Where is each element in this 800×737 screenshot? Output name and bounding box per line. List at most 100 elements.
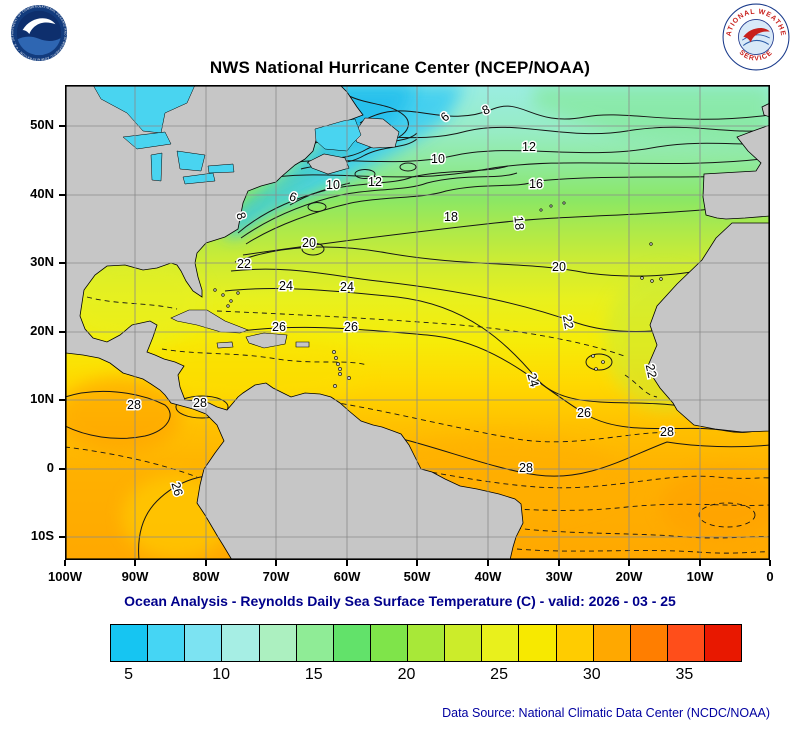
latitude-axis: 50N 40N 30N 20N 10N 0 10S (0, 85, 65, 560)
island-hispaniola (245, 332, 288, 349)
colorbar-segment (111, 625, 149, 661)
contour-label: 16 (529, 177, 543, 191)
island-nova-scotia (307, 153, 350, 175)
colorbar-segment (259, 625, 297, 661)
colorbar-segment (519, 625, 557, 661)
contour-label: 10 (431, 152, 445, 166)
land-masses (65, 85, 770, 560)
colorbar-tick-label: 30 (582, 666, 601, 683)
lon-tick-mark (558, 560, 560, 566)
noaa-emblem (16, 10, 62, 56)
colorbar-segment (482, 625, 520, 661)
lat-tick-mark (59, 468, 65, 470)
colorbar-segment (705, 625, 742, 661)
noaa-gull-icon (22, 18, 56, 34)
contour-label: 22 (237, 257, 251, 271)
contour-label: 12 (368, 175, 382, 189)
island-jamaica (216, 341, 234, 349)
contour-label: 22 (643, 363, 660, 380)
colorbar-segment (370, 625, 408, 661)
nws-globe (738, 19, 774, 55)
island-puerto-rico (295, 341, 310, 348)
colorbar-tick-label: 15 (304, 666, 323, 683)
lat-tick-mark (59, 331, 65, 333)
grid-lines (65, 85, 770, 560)
lat-tick-label: 0 (46, 460, 54, 475)
lon-tick-label: 100W (48, 569, 82, 584)
colorbar-segment (148, 625, 186, 661)
colorbar-segment (593, 625, 631, 661)
contour-label: 20 (552, 260, 566, 274)
lon-tick-mark (416, 560, 418, 566)
island-cuba (170, 309, 249, 334)
land-iberia-france (702, 124, 770, 220)
contour-label: 22 (560, 314, 576, 330)
lon-tick-mark (699, 560, 701, 566)
page-title: NWS National Hurricane Center (NCEP/NOAA… (209, 58, 591, 77)
lon-tick-label: 10W (686, 569, 714, 584)
lon-tick-mark (134, 560, 136, 566)
contour-label: 18 (511, 215, 526, 230)
lat-tick-label: 40N (30, 186, 54, 201)
colorbar-segment (556, 625, 594, 661)
lake-huron (176, 150, 206, 172)
contour-label: 28 (660, 425, 674, 439)
colorbar-tick-label: 20 (397, 666, 416, 683)
sst-map: 6 8 10 12 12 10 6 8 16 18 18 20 20 22 22 24 24 24 26 26 26 22… (65, 85, 770, 560)
map-border (65, 85, 770, 560)
nws-bird-icon (743, 28, 770, 43)
lake-michigan (150, 152, 163, 182)
contour-label: 28 (127, 398, 141, 412)
contour-label: 24 (279, 279, 293, 293)
colorbar-ticks: 5 10 15 20 25 30 35 (110, 666, 740, 690)
lon-tick-mark (769, 560, 771, 566)
lat-tick-label: 50N (30, 117, 54, 132)
land-americas (65, 85, 524, 560)
lon-tick-label: 40W (474, 569, 502, 584)
lake-erie (182, 172, 216, 185)
contour-label: 26 (272, 320, 286, 334)
colorbar (110, 624, 742, 662)
contour-label: 28 (193, 396, 207, 410)
colorbar-segment (408, 625, 446, 661)
lon-tick-label: 80W (192, 569, 220, 584)
noaa-logo: NATIONAL OCEANIC AND ATMOSPHERIC ADMINIS… (10, 4, 67, 62)
colorbar-tick-label: 25 (490, 666, 508, 683)
colorbar-tick-label: 5 (124, 666, 133, 683)
small-islands (213, 201, 663, 388)
lat-tick-mark (59, 399, 65, 401)
colorbar-tick-label: 35 (675, 666, 694, 683)
lon-tick-label: 50W (403, 569, 431, 584)
lat-tick-mark (59, 125, 65, 127)
contour-label: 20 (302, 236, 316, 250)
lon-tick-mark (275, 560, 277, 566)
contour-label: 10 (326, 178, 340, 192)
contour-label: 26 (577, 406, 591, 420)
lon-tick-mark (64, 560, 66, 566)
contour-label: 12 (522, 140, 536, 154)
island-newfoundland (352, 117, 400, 149)
lon-tick-label: 0 (766, 569, 774, 584)
lat-tick-mark (59, 194, 65, 196)
nws-logo: NATIONAL WEATHER SERVICE (722, 3, 790, 71)
map-subtitle: Ocean Analysis - Reynolds Daily Sea Surf… (124, 593, 676, 609)
colorbar-segment (333, 625, 371, 661)
contour-label: 18 (444, 210, 458, 224)
land-england (761, 102, 770, 118)
lon-tick-label: 60W (333, 569, 361, 584)
colorbar-segment (296, 625, 334, 661)
colorbar-tick-label: 10 (212, 666, 231, 683)
colorbar-segment (222, 625, 260, 661)
data-source: Data Source: National Climatic Data Cent… (442, 706, 770, 720)
lat-tick-label: 10N (30, 391, 54, 406)
colorbar-segment (630, 625, 668, 661)
colorbar-segment (445, 625, 483, 661)
lon-tick-label: 20W (615, 569, 643, 584)
lat-tick-label: 20N (30, 323, 54, 338)
lon-tick-mark (628, 560, 630, 566)
land-africa (646, 222, 770, 433)
lat-tick-mark (59, 536, 65, 538)
lat-tick-label: 10S (30, 528, 54, 543)
lat-tick-mark (59, 262, 65, 264)
